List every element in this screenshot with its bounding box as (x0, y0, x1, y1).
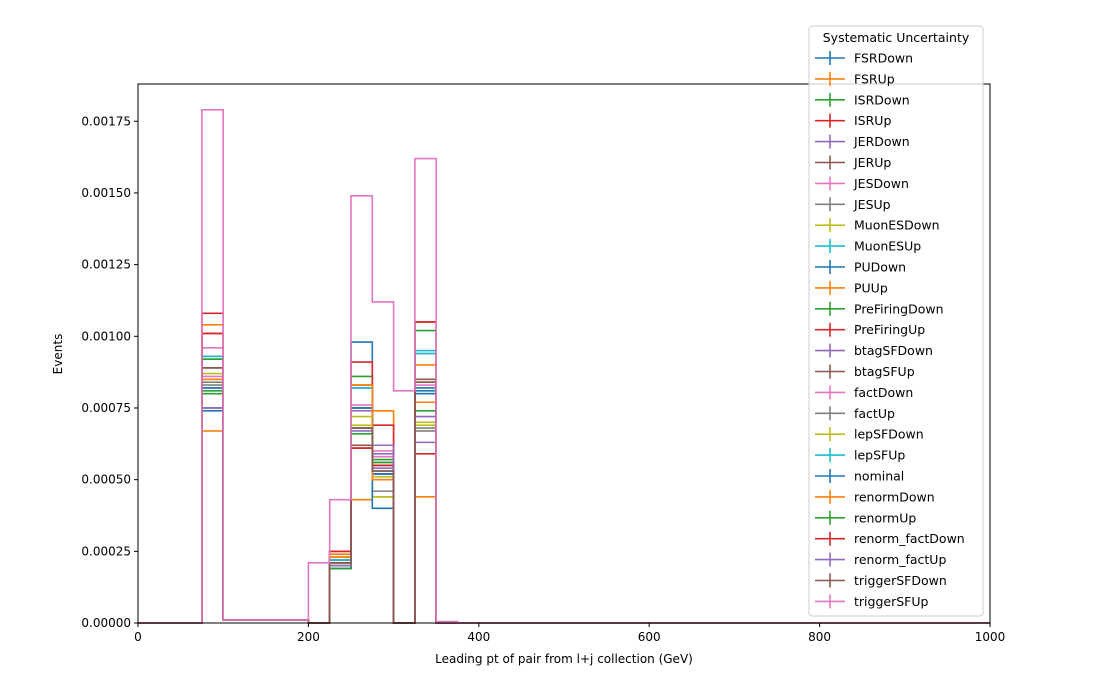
legend-label: nominal (854, 469, 904, 484)
legend-item: lepSFUp (815, 448, 905, 463)
legend-item: renorm_factDown (815, 531, 965, 546)
legend-item: PUDown (815, 260, 906, 275)
legend-label: JESDown (853, 176, 909, 191)
legend-label: renorm_factDown (854, 531, 965, 546)
legend-title: Systematic Uncertainty (823, 30, 970, 45)
x-tick-label: 400 (467, 630, 490, 644)
legend-item: renormDown (815, 489, 935, 504)
y-tick-label: 0.00050 (81, 473, 131, 487)
series-line-triggerSFUp (138, 109, 990, 624)
legend-label: ISRDown (854, 92, 910, 107)
series-layer (138, 109, 990, 624)
legend-item: nominal (815, 469, 904, 484)
legend-item: JESUp (815, 197, 891, 212)
legend-label: JERUp (853, 155, 891, 170)
y-tick-label: 0.00000 (81, 616, 131, 630)
legend-label: PreFiringUp (854, 322, 925, 337)
y-tick-label: 0.00100 (81, 329, 131, 343)
y-tick-label: 0.00025 (81, 544, 131, 558)
legend-item: PreFiringDown (815, 301, 944, 316)
y-axis-ticks: 0.00000 0.00025 0.00050 0.00075 0.00100 0.001… (81, 114, 138, 630)
legend-item: ISRDown (815, 92, 910, 107)
legend-label: JESUp (853, 197, 891, 212)
legend-item: btagSFUp (815, 364, 915, 379)
legend-item: MuonESDown (815, 218, 940, 233)
x-axis-ticks: 0 200 400 600 800 1000 (134, 623, 1005, 644)
legend-label: lepSFUp (854, 448, 905, 463)
legend-item: JESDown (815, 176, 909, 191)
y-axis-label: Events (51, 334, 65, 375)
x-axis-label: Leading pt of pair from l+j collection (… (435, 652, 693, 666)
y-tick-label: 0.00125 (81, 258, 131, 272)
legend-label: factUp (854, 406, 895, 421)
legend-item: FSRDown (815, 51, 913, 66)
legend-item: JERDown (815, 134, 910, 149)
legend-item: ISRUp (815, 113, 891, 128)
legend-label: renorm_factUp (854, 552, 946, 567)
legend-label: PreFiringDown (854, 301, 944, 316)
legend-item: factDown (815, 385, 913, 400)
legend-item: triggerSFUp (815, 594, 928, 609)
legend-item: renormUp (815, 510, 916, 525)
legend-frame (808, 25, 984, 617)
y-tick-label: 0.00150 (81, 186, 131, 200)
legend-label: MuonESDown (854, 218, 940, 233)
legend-label: renormUp (854, 510, 916, 525)
x-tick-label: 800 (808, 630, 831, 644)
legend-label: PUDown (854, 260, 906, 275)
legend-label: triggerSFUp (854, 594, 928, 609)
legend-label: renormDown (854, 489, 935, 504)
legend-item: PreFiringUp (815, 322, 925, 337)
x-tick-label: 600 (638, 630, 661, 644)
legend-item: FSRUp (815, 71, 895, 86)
axes-frame (137, 83, 991, 624)
legend-item: MuonESUp (815, 239, 921, 254)
legend-label: triggerSFDown (854, 573, 947, 588)
legend-item: PUUp (815, 280, 888, 295)
legend-label: lepSFDown (854, 427, 924, 442)
legend-label: factDown (854, 385, 913, 400)
legend: Systematic Uncertainty FSRDown FSRUp ISRDo… (808, 25, 984, 617)
legend-label: btagSFDown (854, 343, 933, 358)
legend-label: btagSFUp (854, 364, 915, 379)
legend-label: ISRUp (854, 113, 891, 128)
legend-item: factUp (815, 406, 895, 421)
legend-item: JERUp (815, 155, 891, 170)
legend-item: lepSFDown (815, 427, 924, 442)
legend-item: triggerSFDown (815, 573, 947, 588)
x-tick-label: 1000 (975, 630, 1006, 644)
y-tick-label: 0.00175 (81, 114, 131, 128)
legend-item: renorm_factUp (815, 552, 946, 567)
legend-label: FSRDown (854, 51, 913, 66)
legend-label: JERDown (853, 134, 910, 149)
legend-item: btagSFDown (815, 343, 933, 358)
x-tick-label: 200 (297, 630, 320, 644)
y-tick-label: 0.00075 (81, 401, 131, 415)
legend-label: FSRUp (854, 71, 895, 86)
legend-label: PUUp (854, 280, 888, 295)
legend-label: MuonESUp (854, 239, 921, 254)
x-tick-label: 0 (134, 630, 142, 644)
legend-items: FSRDown FSRUp ISRDown ISRUp JERDown JERUp JESD… (815, 51, 965, 609)
